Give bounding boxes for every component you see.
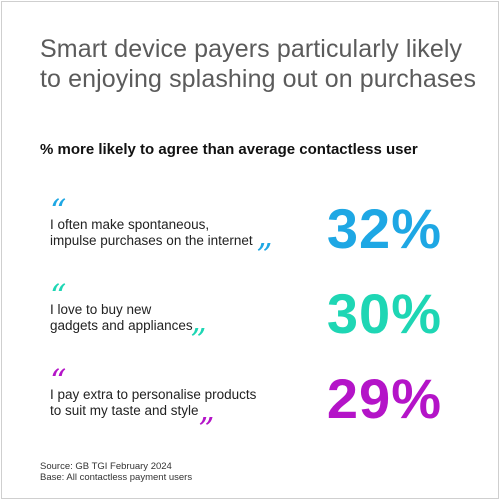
stat-statement-line: I often make spontaneous, <box>50 217 210 232</box>
stat-value: 32% <box>326 197 442 260</box>
stat-row-personalise: “ I pay extra to personalise products to… <box>0 365 500 455</box>
stat-statement: I love to buy new gadgets and appliances <box>50 302 193 334</box>
page-subtitle: % more likely to agree than average cont… <box>40 141 418 158</box>
stat-statement-line: impulse purchases on the internet <box>50 233 253 248</box>
close-quote-icon: ” <box>256 236 273 274</box>
open-quote-icon: “ <box>50 192 67 230</box>
source-note: Source: GB TGI February 2024 <box>40 461 172 472</box>
page-title: Smart device payers particularly likely … <box>40 35 477 93</box>
stat-row-gadgets: “ I love to buy new gadgets and applianc… <box>0 280 500 370</box>
open-quote-icon: “ <box>50 277 67 315</box>
stat-statement: I pay extra to personalise products to s… <box>50 387 256 419</box>
open-quote-icon: “ <box>50 362 67 400</box>
close-quote-icon: ” <box>190 321 207 359</box>
close-quote-icon: ” <box>198 410 215 448</box>
stat-statement: I often make spontaneous, impulse purcha… <box>50 217 253 249</box>
stat-row-spontaneous: “ I often make spontaneous, impulse purc… <box>0 195 500 285</box>
stat-statement-line: I pay extra to personalise products <box>50 387 257 402</box>
base-note: Base: All contactless payment users <box>40 472 193 483</box>
footer-notes: Source: GB TGI February 2024 Base: All c… <box>40 461 192 483</box>
stat-value: 29% <box>326 367 442 430</box>
stat-statement-line: to suit my taste and style <box>50 403 199 418</box>
stat-statement-line: I love to buy new <box>50 302 152 317</box>
stat-statement-line: gadgets and appliances <box>50 318 193 333</box>
stat-value: 30% <box>326 282 442 345</box>
